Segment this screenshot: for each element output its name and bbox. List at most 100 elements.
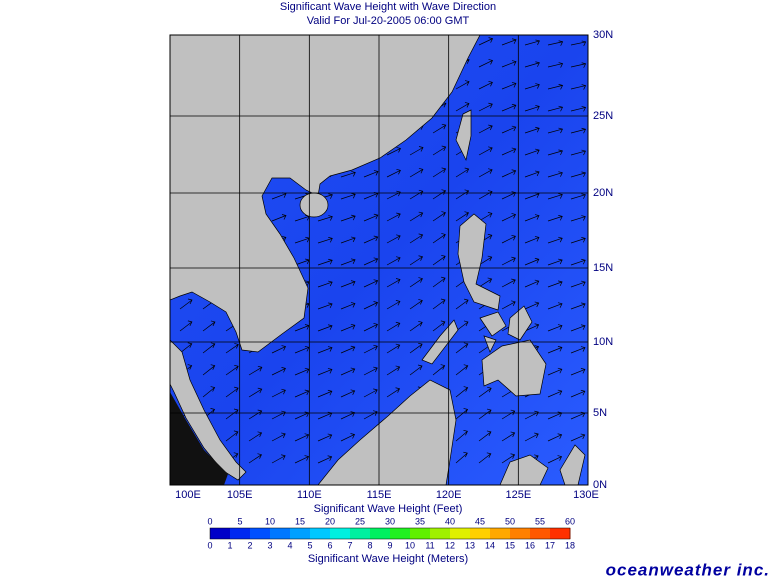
meter-tick: 5: [307, 540, 312, 550]
feet-tick: 50: [505, 516, 515, 526]
arrow: [455, 80, 470, 90]
arrow: [202, 386, 216, 398]
arrow: [547, 40, 564, 46]
colorbar-frame: [209, 527, 571, 540]
arrow: [547, 193, 563, 200]
arrow: [501, 256, 516, 266]
lon-label: 130E: [573, 489, 599, 501]
arrow: [570, 346, 586, 354]
arrow: [455, 408, 469, 420]
title: Significant Wave Height with Wave Direct…: [280, 1, 496, 13]
arrow: [363, 301, 379, 310]
arrow: [478, 386, 492, 398]
arrow: [340, 280, 356, 288]
arrow: [432, 364, 446, 376]
lat-label: 20N: [593, 187, 613, 199]
arrow: [455, 364, 469, 376]
arrow: [317, 280, 333, 288]
arrow: [570, 302, 586, 310]
arrow: [570, 84, 587, 90]
arrow: [455, 451, 468, 464]
arrow: [317, 258, 333, 266]
arrow: [386, 365, 401, 376]
arrow: [547, 389, 563, 398]
color-step: [470, 528, 491, 539]
arrow: [501, 60, 517, 68]
arrow: [409, 299, 423, 310]
lon-label: 100E: [175, 489, 201, 501]
arrow: [317, 455, 333, 464]
arrow: [363, 344, 378, 354]
arrow: [570, 171, 586, 178]
luzon: [457, 213, 501, 311]
arrow: [432, 254, 446, 266]
arrow: [478, 430, 492, 442]
arrow: [570, 193, 586, 200]
arrow: [478, 168, 493, 178]
arrow: [501, 38, 517, 46]
arrow: [294, 455, 310, 464]
graticule: [170, 35, 588, 485]
arrow: [340, 258, 356, 266]
arrow: [547, 324, 563, 332]
meter-tick: 9: [387, 540, 392, 550]
arrow: [340, 302, 356, 310]
arrow: [547, 62, 564, 68]
arrow: [524, 432, 539, 442]
arrow: [363, 257, 379, 266]
lat-label: 5N: [593, 407, 607, 419]
arrow: [340, 192, 356, 200]
arrow: [570, 127, 587, 134]
arrow: [294, 367, 310, 376]
arrow: [478, 102, 493, 112]
feet-tick: 15: [295, 516, 305, 526]
arrow: [524, 214, 540, 222]
arrow: [386, 256, 401, 266]
meter-tick: 8: [367, 540, 372, 550]
arrow: [478, 277, 493, 288]
malay-peninsula: [170, 339, 247, 481]
arrow: [547, 302, 563, 310]
arrow: [455, 102, 470, 112]
color-step: [350, 528, 371, 539]
feet-tick: 35: [415, 516, 425, 526]
arrow: [248, 409, 263, 420]
feet-tick: 5: [237, 516, 242, 526]
arrow: [478, 80, 493, 90]
arrow: [340, 323, 356, 332]
arrow: [202, 342, 216, 354]
arrow: [501, 453, 516, 464]
feet-tick: 25: [355, 516, 365, 526]
arrow: [501, 409, 516, 420]
arrow: [363, 235, 379, 244]
arrow: [409, 189, 424, 200]
arrow: [501, 213, 517, 222]
arrow: [271, 345, 287, 354]
arrow: [386, 321, 401, 332]
feet-tick: 0: [207, 516, 212, 526]
arrow: [455, 342, 469, 354]
meter-tick: 0: [207, 540, 212, 550]
color-step: [490, 528, 511, 539]
arrow: [340, 367, 356, 376]
arrow: [409, 342, 423, 354]
arrow: [363, 323, 378, 332]
arrow: [547, 433, 563, 442]
arrow: [501, 82, 517, 90]
arrow: [409, 364, 423, 376]
lat-label: 25N: [593, 110, 613, 122]
color-step: [330, 528, 351, 539]
arrow: [386, 212, 401, 222]
arrow: [386, 300, 401, 310]
arrow: [294, 389, 310, 398]
arrow: [179, 298, 193, 310]
arrow: [501, 278, 516, 288]
feet-tick: 30: [385, 516, 395, 526]
meter-tick: 13: [465, 540, 475, 550]
arrow: [386, 234, 401, 244]
arrow: [432, 276, 446, 288]
meter-tick: 3: [267, 540, 272, 550]
arrow: [271, 367, 286, 376]
arrow: [455, 429, 468, 442]
arrow: [547, 280, 563, 288]
